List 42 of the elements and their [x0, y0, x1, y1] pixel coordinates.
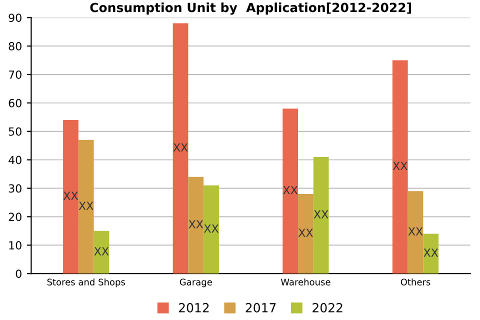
bar [94, 230, 110, 274]
y-tick-label: 30 [8, 184, 22, 193]
data-label: XX [283, 186, 298, 194]
bar [313, 156, 329, 274]
bar [188, 176, 204, 274]
y-tick-label: 90 [8, 14, 22, 22]
y-tick-label: 80 [8, 42, 22, 50]
x-tick-label: Stores and Shops [47, 278, 126, 288]
data-label: XX [94, 247, 109, 256]
bar [408, 191, 424, 274]
legend-label: 2022 [312, 302, 342, 312]
y-tick-label: 10 [9, 241, 22, 250]
data-label: XX [298, 228, 313, 237]
data-label: XX [78, 202, 94, 210]
y-tick-label: 70 [8, 70, 22, 79]
y-tick-label: 40 [8, 156, 22, 164]
data-label: XX [392, 162, 408, 170]
bar [282, 108, 298, 274]
data-label: XX [63, 192, 78, 200]
x-tick-label: Warehouse [280, 278, 330, 286]
data-label: XX [204, 224, 219, 233]
data-label: XX [424, 248, 438, 257]
data-label: XX [408, 227, 423, 236]
bar [78, 140, 94, 274]
bar [423, 234, 439, 274]
bar [392, 60, 408, 274]
legend-label: 2017 [246, 302, 276, 312]
y-tick-label: 20 [8, 212, 22, 222]
data-label: XX [314, 210, 328, 218]
data-label: XX [173, 143, 188, 152]
x-tick-label: Garage [180, 278, 212, 288]
y-tick-label: 50 [8, 127, 22, 136]
bar [172, 23, 188, 274]
legend-label: 2012 [178, 302, 209, 312]
chart-title: Consumption Unit by Application[2012-2022] [90, 2, 411, 15]
y-tick-label: 0 [16, 270, 22, 278]
data-label: XX [188, 220, 204, 228]
bar [204, 185, 219, 274]
bar [298, 194, 314, 274]
y-tick-label: 60 [8, 98, 22, 108]
bar [63, 120, 78, 274]
x-tick-label: Others [400, 278, 430, 286]
